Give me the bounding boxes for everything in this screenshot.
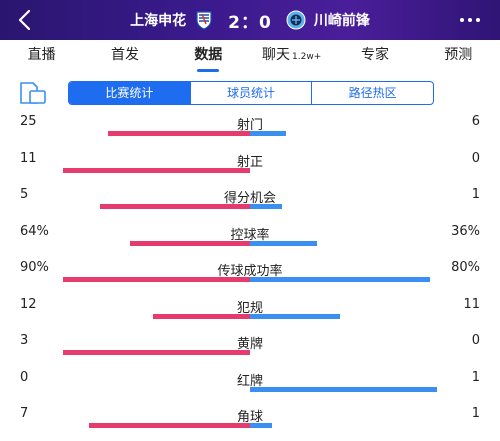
more-dot-icon <box>476 18 480 22</box>
tab-label: 聊天 <box>262 47 291 63</box>
tab-live[interactable]: 直播 <box>0 40 83 72</box>
match-summary: 上海申花 2：0 川崎前锋 <box>0 0 500 40</box>
chevron-left-icon <box>18 9 31 31</box>
stat-label: 控球率 <box>230 227 270 243</box>
more-dot-icon <box>460 18 464 22</box>
stat-row: 7 角球 1 <box>0 404 500 441</box>
stat-label: 得分机会 <box>223 191 276 206</box>
away-team-name: 川崎前锋 <box>313 13 370 29</box>
away-stat-bar <box>250 277 430 282</box>
home-stat-value: 25 <box>20 114 37 129</box>
tab-label: 专家 <box>360 47 389 63</box>
stat-row: 12 犯规 11 <box>0 295 500 332</box>
segment-match-stats[interactable]: 比赛统计 <box>69 82 190 104</box>
stats-list: 25 射门 6 11 射正 0 5 得分机会 1 64% 控球率 36% 90% 传球成功率 80% 12 犯规… <box>0 112 500 441</box>
home-stat-value: 0 <box>20 369 29 385</box>
stat-row: 3 黄牌 0 <box>0 331 500 368</box>
tab-lineup[interactable]: 首发 <box>83 40 166 72</box>
home-stat-bar <box>100 204 250 209</box>
away-stat-bar <box>250 386 437 392</box>
away-stat-value: 0 <box>471 150 480 166</box>
home-stat-value: 3 <box>20 333 29 348</box>
home-stat-bar <box>63 167 250 173</box>
stat-row: 25 射门 6 <box>0 112 500 149</box>
tab-label: 数据 <box>194 47 223 63</box>
away-stat-value: 80% <box>451 260 480 275</box>
stat-row: 64% 控球率 36% <box>0 222 500 259</box>
tab-prediction[interactable]: 预测 <box>417 40 500 72</box>
home-stat-value: 7 <box>20 406 29 421</box>
away-stat-value: 1 <box>471 406 480 421</box>
away-team-crest-icon <box>286 10 306 30</box>
away-stat-value: 1 <box>471 369 480 385</box>
document-toggle-icon[interactable] <box>18 80 48 106</box>
stat-row: 5 得分机会 1 <box>0 185 500 222</box>
home-stat-bar <box>63 277 250 282</box>
home-stat-value: 64% <box>20 223 49 239</box>
away-stat-value: 11 <box>463 296 480 312</box>
match-score: 2：0 <box>228 12 272 33</box>
away-stat-value: 6 <box>471 114 480 129</box>
stat-label: 角球 <box>236 410 263 425</box>
away-stat-value: 36% <box>451 223 480 239</box>
stats-segmented-control: 比赛统计 球员统计 路径热区 <box>68 81 434 105</box>
tab-experts[interactable]: 专家 <box>333 40 416 72</box>
away-stat-bar <box>250 423 272 428</box>
stat-label: 红牌 <box>236 373 263 389</box>
home-stat-bar <box>130 240 250 246</box>
away-stat-bar <box>250 204 282 209</box>
stat-label: 黄牌 <box>236 337 263 352</box>
home-team-crest-icon <box>194 10 214 30</box>
segment-player-stats[interactable]: 球员统计 <box>189 82 312 104</box>
away-stat-bar <box>250 240 317 246</box>
stat-row: 0 红牌 1 <box>0 368 500 405</box>
home-stat-value: 12 <box>20 296 37 312</box>
tab-bar: 直播 首发 数据 聊天 1.2w+ 专家 预测 <box>0 40 500 72</box>
away-stat-bar <box>250 131 286 136</box>
chat-count-badge: 1.2w+ <box>292 52 322 62</box>
home-team-name: 上海申花 <box>130 13 187 29</box>
home-stat-bar <box>89 423 250 428</box>
tab-label: 预测 <box>444 47 473 63</box>
away-stat-value: 1 <box>471 187 480 202</box>
away-stat-bar <box>250 313 340 319</box>
home-stat-value: 11 <box>20 150 37 166</box>
home-stat-bar <box>153 313 250 319</box>
more-dot-icon <box>468 18 472 22</box>
home-stat-value: 5 <box>20 187 29 202</box>
tab-data[interactable]: 数据 <box>167 40 250 72</box>
stat-label: 传球成功率 <box>217 264 283 279</box>
match-header: 上海申花 2：0 川崎前锋 <box>0 0 500 40</box>
tab-label: 直播 <box>27 47 56 63</box>
home-stat-bar <box>108 131 250 136</box>
more-options-button[interactable] <box>458 12 482 28</box>
stat-row: 11 射正 0 <box>0 149 500 186</box>
tab-chat[interactable]: 聊天 1.2w+ <box>250 40 333 72</box>
stat-label: 射门 <box>236 118 263 133</box>
home-stat-bar <box>63 350 250 355</box>
away-stat-value: 0 <box>471 333 480 348</box>
home-stat-value: 90% <box>20 260 49 275</box>
back-button[interactable] <box>12 6 40 34</box>
segment-heat-zones[interactable]: 路径热区 <box>311 82 433 104</box>
tab-label: 首发 <box>110 47 139 63</box>
stat-row: 90% 传球成功率 80% <box>0 258 500 295</box>
stat-label: 犯规 <box>236 300 263 316</box>
stat-label: 射正 <box>236 154 263 170</box>
